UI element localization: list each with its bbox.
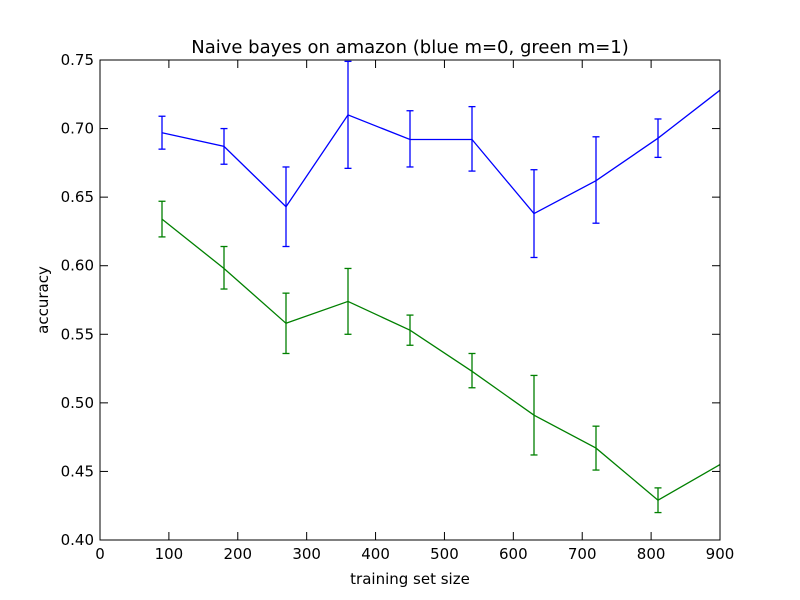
y-tick-label: 0.60 xyxy=(61,257,94,275)
x-tick-label: 800 xyxy=(637,545,666,563)
x-tick-label: 600 xyxy=(499,545,528,563)
x-axis-label: training set size xyxy=(350,570,470,588)
x-tick-label: 100 xyxy=(155,545,184,563)
x-tick-label: 700 xyxy=(568,545,597,563)
x-tick-label: 300 xyxy=(292,545,321,563)
x-tick-label: 200 xyxy=(223,545,252,563)
plot-frame xyxy=(99,59,721,541)
series-0 xyxy=(158,60,721,259)
series-1 xyxy=(158,200,721,514)
x-tick-label: 400 xyxy=(361,545,390,563)
y-tick-label: 0.70 xyxy=(61,120,94,138)
y-tick-label: 0.45 xyxy=(61,462,94,480)
x-tick-label: 0 xyxy=(95,545,105,563)
y-tick-label: 0.75 xyxy=(61,51,94,69)
chart-title: Naive bayes on amazon (blue m=0, green m… xyxy=(191,37,629,58)
y-tick-label: 0.55 xyxy=(61,325,94,343)
y-tick-label: 0.50 xyxy=(61,394,94,412)
y-axis-label: accuracy xyxy=(34,266,52,334)
series-line xyxy=(161,89,721,215)
ticks-layer: 0 100 200 300 400 500 600 700 800 900 0.40 0.45 0.50… xyxy=(61,51,735,563)
series-line xyxy=(161,218,721,501)
y-tick-label: 0.65 xyxy=(61,188,94,206)
y-tick-label: 0.40 xyxy=(61,531,94,549)
x-tick-label: 900 xyxy=(706,545,735,563)
series-layer xyxy=(158,60,721,514)
x-tick-label: 500 xyxy=(430,545,459,563)
